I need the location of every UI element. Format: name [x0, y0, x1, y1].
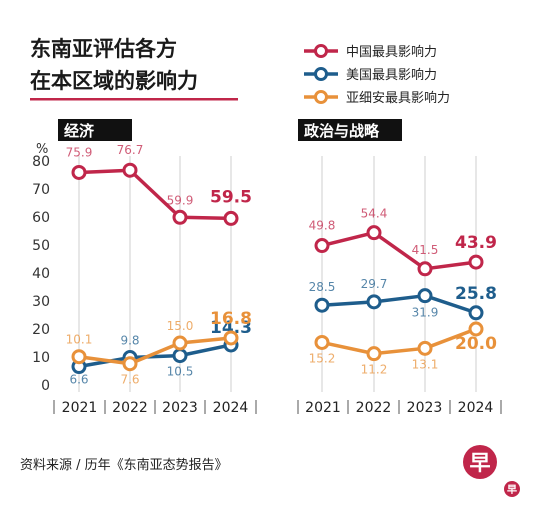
- y-tick-label: 40: [32, 266, 50, 282]
- x-tick-label: 2022: [112, 400, 148, 416]
- series-line-asean: [78, 336, 232, 366]
- data-label-asean: 7.6: [120, 373, 139, 387]
- data-label-asean: 20.0: [455, 334, 497, 354]
- data-label-usa: 31.9: [412, 306, 439, 320]
- data-point-china: [223, 210, 239, 226]
- legend-label-usa: 美国最具影响力: [346, 67, 437, 83]
- data-point-asean: [172, 335, 188, 351]
- data-label-asean: 13.1: [412, 357, 439, 371]
- legend: 中国最具影响力 美国最具影响力 亚细安最具影响力: [304, 44, 450, 106]
- zaobao-logo-icon: 早 早: [463, 445, 520, 497]
- data-point-china: [314, 238, 330, 254]
- y-axis-ticks: 0 10 20 30 40 50 60 70 80: [32, 154, 50, 394]
- data-label-china: 43.9: [455, 233, 497, 253]
- panel-politics: 2021 2022 2023 2024 49.8 54.4 41.5 43.9 28.5 29.7…: [297, 156, 502, 416]
- data-point-usa: [417, 288, 433, 304]
- data-label-asean: 10.1: [66, 333, 93, 347]
- data-label-china: 59.9: [167, 193, 194, 207]
- data-label-usa: 6.6: [69, 373, 88, 387]
- source-note: 资料来源 / 历年《东南亚态势报告》: [20, 457, 228, 473]
- data-label-asean: 16.8: [210, 309, 252, 329]
- chart-title-line-2: 在本区域的影响力: [30, 69, 198, 93]
- x-tick-label: 2021: [305, 400, 341, 416]
- x-tick-label: 2023: [162, 400, 198, 416]
- data-point-usa: [468, 305, 484, 321]
- data-label-china: 49.8: [309, 219, 336, 233]
- legend-item-asean: 亚细安最具影响力: [304, 90, 450, 106]
- data-label-china: 54.4: [361, 207, 388, 221]
- y-tick-label: 20: [32, 322, 50, 338]
- series-line-usa: [321, 293, 477, 315]
- panel-header-politics: [298, 119, 402, 141]
- data-label-asean: 15.2: [309, 351, 336, 365]
- panel-title-politics: 政治与战略: [304, 122, 380, 140]
- data-label-usa: 14.3: [210, 318, 252, 338]
- chart-title-line-1: 东南亚评估各方: [30, 37, 177, 61]
- y-tick-label: 0: [41, 378, 50, 394]
- data-label-usa: 25.8: [455, 284, 497, 304]
- y-tick-label: 30: [32, 294, 50, 310]
- data-label-china: 59.5: [210, 187, 252, 207]
- y-tick-label: 60: [32, 210, 50, 226]
- series-line-china: [321, 230, 477, 271]
- legend-label-asean: 亚细安最具影响力: [346, 90, 450, 106]
- data-label-china: 76.7: [117, 143, 144, 157]
- data-point-china: [172, 209, 188, 225]
- data-point-asean: [122, 356, 138, 372]
- x-tick-label: 2021: [62, 400, 98, 416]
- series-line-china: [78, 168, 232, 221]
- data-point-china: [71, 164, 87, 180]
- data-label-china: 75.9: [66, 145, 93, 159]
- data-point-asean: [468, 321, 484, 337]
- x-tick-label: 2024: [458, 400, 494, 416]
- data-label-usa: 29.7: [361, 277, 388, 291]
- data-point-usa: [172, 348, 188, 364]
- panel-header-economy: [58, 119, 132, 141]
- y-tick-label: 10: [32, 350, 50, 366]
- legend-item-china: 中国最具影响力: [304, 44, 437, 60]
- data-point-china: [468, 254, 484, 270]
- x-tick-label: 2022: [356, 400, 392, 416]
- y-tick-label: 80: [32, 154, 50, 170]
- data-label-usa: 10.5: [167, 365, 194, 379]
- x-tick-label: 2023: [407, 400, 443, 416]
- y-axis-unit: %: [36, 142, 48, 157]
- logo-small-text: 早: [507, 484, 517, 496]
- data-label-usa: 9.8: [120, 334, 139, 348]
- panel-title-economy: 经济: [64, 122, 95, 140]
- data-label-china: 41.5: [412, 243, 439, 257]
- data-point-asean: [366, 346, 382, 362]
- data-point-asean: [314, 334, 330, 350]
- legend-label-china: 中国最具影响力: [346, 44, 437, 60]
- y-tick-label: 50: [32, 238, 50, 254]
- data-label-asean: 15.0: [167, 319, 194, 333]
- x-tick-label: 2024: [213, 400, 249, 416]
- data-point-asean: [417, 340, 433, 356]
- y-tick-label: 70: [32, 182, 50, 198]
- series-line-asean: [321, 327, 477, 356]
- data-point-usa: [366, 294, 382, 310]
- panel-economy: 2021 2022 2023 2024 75.9 76.7 59.9 59.5 6.6 9.8 10…: [53, 143, 257, 416]
- data-point-asean: [223, 330, 239, 346]
- title-underline: [30, 98, 238, 101]
- data-point-china: [366, 225, 382, 241]
- series-line-usa: [78, 343, 232, 369]
- data-label-asean: 11.2: [361, 363, 388, 377]
- logo-text: 早: [470, 451, 491, 475]
- data-point-china: [417, 261, 433, 277]
- data-point-asean: [71, 349, 87, 365]
- data-point-china: [122, 162, 138, 178]
- data-point-usa: [314, 297, 330, 313]
- legend-item-usa: 美国最具影响力: [304, 67, 437, 83]
- data-label-usa: 28.5: [309, 280, 336, 294]
